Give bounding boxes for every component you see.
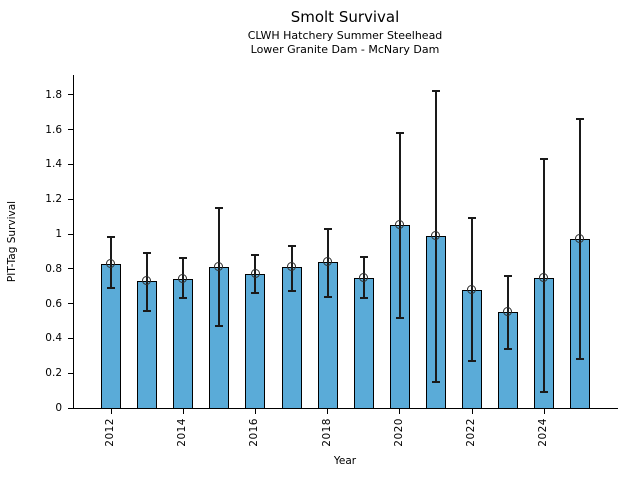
error-cap-lower-2023 [504, 347, 513, 350]
chart-subtitle-stock: CLWH Hatchery Summer Steelhead [247, 29, 443, 42]
error-cap-upper-2023 [504, 274, 513, 277]
data-point-marker-2019 [358, 272, 368, 282]
chart-subtitle-reach: Lower Granite Dam - McNary Dam [250, 43, 440, 56]
y-axis-tick-label: 1 [55, 228, 62, 241]
data-point-marker-2017 [286, 262, 296, 272]
data-point-marker-2018 [322, 256, 332, 266]
x-axis-tick-label: 2018 [320, 418, 333, 447]
data-point-marker-2013 [142, 276, 152, 286]
x-axis-label: Year [333, 455, 357, 467]
error-cap-lower-2017 [287, 290, 296, 293]
y-axis-tick [68, 163, 73, 165]
data-point-marker-2022 [467, 284, 477, 294]
data-point-marker-2014 [178, 274, 188, 284]
y-axis-tick [68, 268, 73, 270]
x-axis-tick [254, 409, 256, 414]
error-cap-upper-2022 [468, 217, 476, 220]
chart-title: Smolt Survival [290, 8, 400, 26]
error-cap-lower-2022 [468, 360, 476, 363]
error-cap-upper-2021 [431, 90, 440, 93]
error-cap-upper-2013 [143, 252, 152, 255]
y-axis-tick [68, 198, 73, 200]
error-cap-lower-2019 [359, 297, 368, 300]
error-cap-upper-2020 [395, 132, 404, 135]
error-cap-lower-2018 [323, 295, 332, 298]
x-axis-tick-label: 2012 [104, 418, 116, 447]
error-cap-upper-2017 [287, 245, 296, 248]
data-point-marker-2023 [503, 307, 513, 317]
x-axis-tick [399, 409, 401, 414]
y-axis-tick-label: 0.2 [45, 367, 62, 380]
y-axis-tick-label: 1.8 [45, 88, 62, 101]
x-axis-tick [471, 409, 473, 414]
y-axis-tick-label: 0.8 [45, 262, 62, 275]
y-axis-tick [68, 233, 73, 235]
error-cap-upper-2019 [359, 255, 368, 258]
data-point-marker-2024 [539, 272, 549, 282]
error-cap-upper-2018 [323, 227, 332, 230]
error-cap-lower-2025 [576, 358, 585, 361]
y-axis-tick-label: 1.4 [45, 158, 62, 171]
error-cap-lower-2016 [251, 292, 260, 295]
x-axis-tick [327, 409, 329, 414]
error-cap-upper-2015 [215, 206, 224, 209]
error-cap-lower-2012 [107, 286, 115, 289]
y-axis-tick-label: 0.4 [45, 332, 62, 345]
error-cap-lower-2021 [431, 380, 440, 383]
error-cap-upper-2025 [576, 118, 585, 121]
error-cap-lower-2013 [143, 309, 152, 312]
error-cap-upper-2014 [179, 257, 188, 260]
error-cap-upper-2016 [251, 253, 260, 256]
error-cap-upper-2024 [540, 158, 549, 161]
error-cap-lower-2015 [215, 325, 224, 328]
error-cap-lower-2020 [395, 316, 404, 319]
error-cap-lower-2024 [540, 391, 549, 394]
data-point-marker-2021 [431, 230, 440, 240]
y-axis-tick-label: 0.6 [45, 297, 62, 310]
data-point-marker-2025 [575, 234, 585, 244]
x-axis-tick [182, 409, 184, 414]
x-axis-tick-label: 2022 [465, 418, 477, 447]
y-axis-tick [68, 303, 73, 305]
y-axis-tick [68, 337, 73, 339]
y-axis-label: PIT-Tag Survival [6, 200, 18, 283]
y-axis-tick-label: 1.6 [45, 123, 62, 136]
y-axis-tick [68, 407, 73, 409]
plot-area: 0 0.2 0.4 0.6 0.8 1 1.2 1.4 1.6 1.8 2012 2014 2016 20… [45, 75, 618, 447]
x-axis-tick [110, 409, 112, 414]
y-axis-tick-label: 1.2 [45, 193, 62, 206]
x-axis-tick [543, 409, 545, 414]
y-axis-tick [68, 129, 73, 131]
x-axis-tick-label: 2024 [537, 418, 550, 447]
data-point-marker-2012 [106, 258, 116, 268]
error-cap-lower-2014 [179, 297, 188, 300]
y-axis-tick-label: 0 [55, 402, 62, 414]
y-axis-tick [68, 94, 73, 96]
x-axis-tick-label: 2020 [392, 418, 405, 447]
x-axis-tick-label: 2014 [176, 418, 189, 447]
y-axis-tick [68, 372, 73, 374]
data-point-marker-2015 [214, 262, 224, 272]
data-point-marker-2020 [394, 220, 404, 230]
x-axis-tick-label: 2016 [248, 418, 261, 447]
data-point-marker-2016 [250, 269, 260, 279]
error-cap-upper-2012 [107, 236, 115, 239]
